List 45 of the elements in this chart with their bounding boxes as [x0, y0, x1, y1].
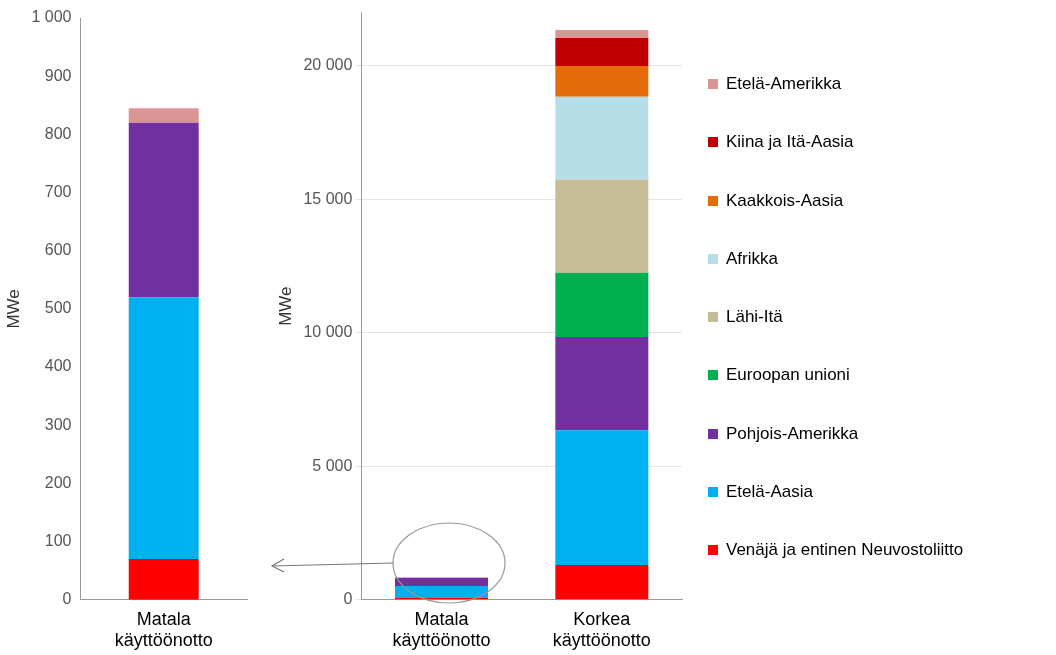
y-axis-title: MWe [3, 289, 23, 329]
bar [555, 179, 649, 273]
bar [395, 585, 488, 598]
y-tick-label: 100 [44, 532, 72, 550]
bar [395, 577, 488, 586]
y-tick-label: 1 000 [31, 8, 72, 26]
bar [555, 96, 649, 180]
bar [128, 559, 199, 600]
bar [128, 122, 199, 298]
y-tick-label: 900 [44, 66, 72, 84]
y-axis-title: MWe [275, 286, 295, 326]
y-tick-label: 20 000 [303, 56, 353, 74]
bar [555, 37, 649, 66]
y-tick-label: 500 [44, 299, 72, 317]
y-tick-label: 10 000 [303, 323, 353, 341]
y-tick-label: 600 [44, 241, 72, 259]
legend-label: Afrikka [726, 248, 778, 269]
legend-label: Etelä-Aasia [726, 481, 813, 502]
y-tick-label: 700 [44, 182, 72, 200]
bar [128, 297, 199, 560]
bar [555, 336, 649, 431]
legend-label: Pohjois-Amerikka [726, 423, 859, 444]
legend-label: Etelä-Amerikka [726, 74, 842, 94]
y-tick-label: 5 000 [312, 456, 353, 474]
bar [555, 272, 649, 337]
legend-label: Euroopan unioni [726, 365, 850, 386]
x-tick-label: Matala käyttöönotto [114, 608, 213, 651]
bar [555, 430, 649, 566]
y-tick-label: 300 [44, 415, 72, 433]
x-tick-label: Matala käyttöönotto [392, 608, 491, 651]
y-tick-label: 0 [343, 590, 353, 608]
y-tick-label: 400 [44, 357, 72, 375]
bar [555, 565, 649, 600]
bar [555, 65, 649, 97]
bar [128, 108, 199, 123]
y-tick-label: 15 000 [303, 189, 353, 207]
legend-label: Lähi-Itä [726, 307, 783, 327]
y-tick-label: 200 [44, 473, 72, 491]
x-tick-label: Korkea käyttöönotto [552, 608, 651, 651]
legend-label: Kaakkois-Aasia [726, 190, 844, 211]
legend-label: Kiina ja Itä-Aasia [726, 132, 854, 153]
legend-label: Venäjä ja entinen Neuvostoliitto [726, 540, 964, 560]
y-tick-label: 800 [44, 124, 72, 142]
y-tick-label: 0 [62, 590, 72, 608]
bar [555, 29, 649, 38]
